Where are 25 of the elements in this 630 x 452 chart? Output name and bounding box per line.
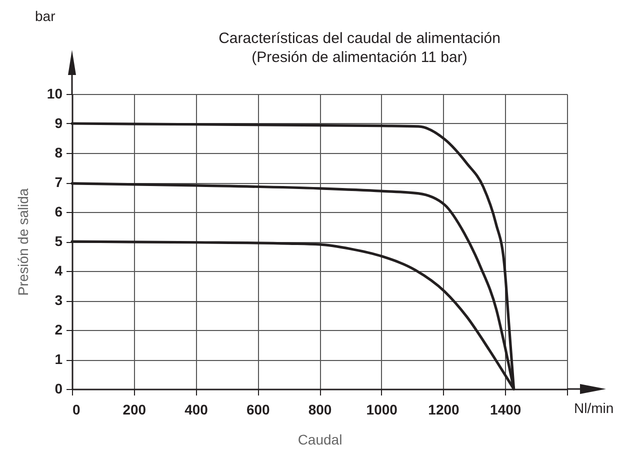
chart-title: Características del caudal de alimentación bbox=[218, 30, 500, 47]
y-tick-label: 4 bbox=[54, 262, 63, 278]
x-tick-label: 0 bbox=[72, 402, 80, 418]
y-tick-label: 8 bbox=[54, 144, 63, 160]
x-tick-label: 200 bbox=[122, 402, 146, 418]
x-tick-label: 1200 bbox=[428, 402, 460, 418]
y-tick-label: 5 bbox=[54, 233, 63, 249]
x-tick-label: 600 bbox=[246, 402, 270, 418]
text: bar bbox=[35, 8, 56, 24]
text: Nl/min bbox=[574, 400, 614, 416]
y-tick-label: 3 bbox=[54, 292, 63, 308]
x-tick-label: 400 bbox=[184, 402, 208, 418]
x-axis-title: Caudal bbox=[298, 432, 342, 448]
x-tick-label: 1000 bbox=[366, 402, 398, 418]
chart-subtitle: (Presión de alimentación 11 bar) bbox=[252, 49, 468, 66]
y-tick-label: 6 bbox=[54, 204, 63, 220]
y-tick-label: 9 bbox=[54, 115, 63, 131]
x-tick-label: 800 bbox=[308, 402, 332, 418]
y-tick-label: 1 bbox=[54, 351, 63, 367]
y-axis-title: Presión de salida bbox=[14, 188, 31, 296]
y-tick-label: 7 bbox=[54, 174, 63, 190]
y-tick-label: 0 bbox=[54, 380, 63, 396]
y-tick-label: 10 bbox=[46, 86, 63, 102]
y-tick-label: 2 bbox=[54, 322, 63, 338]
x-tick-label: 1400 bbox=[490, 402, 522, 418]
